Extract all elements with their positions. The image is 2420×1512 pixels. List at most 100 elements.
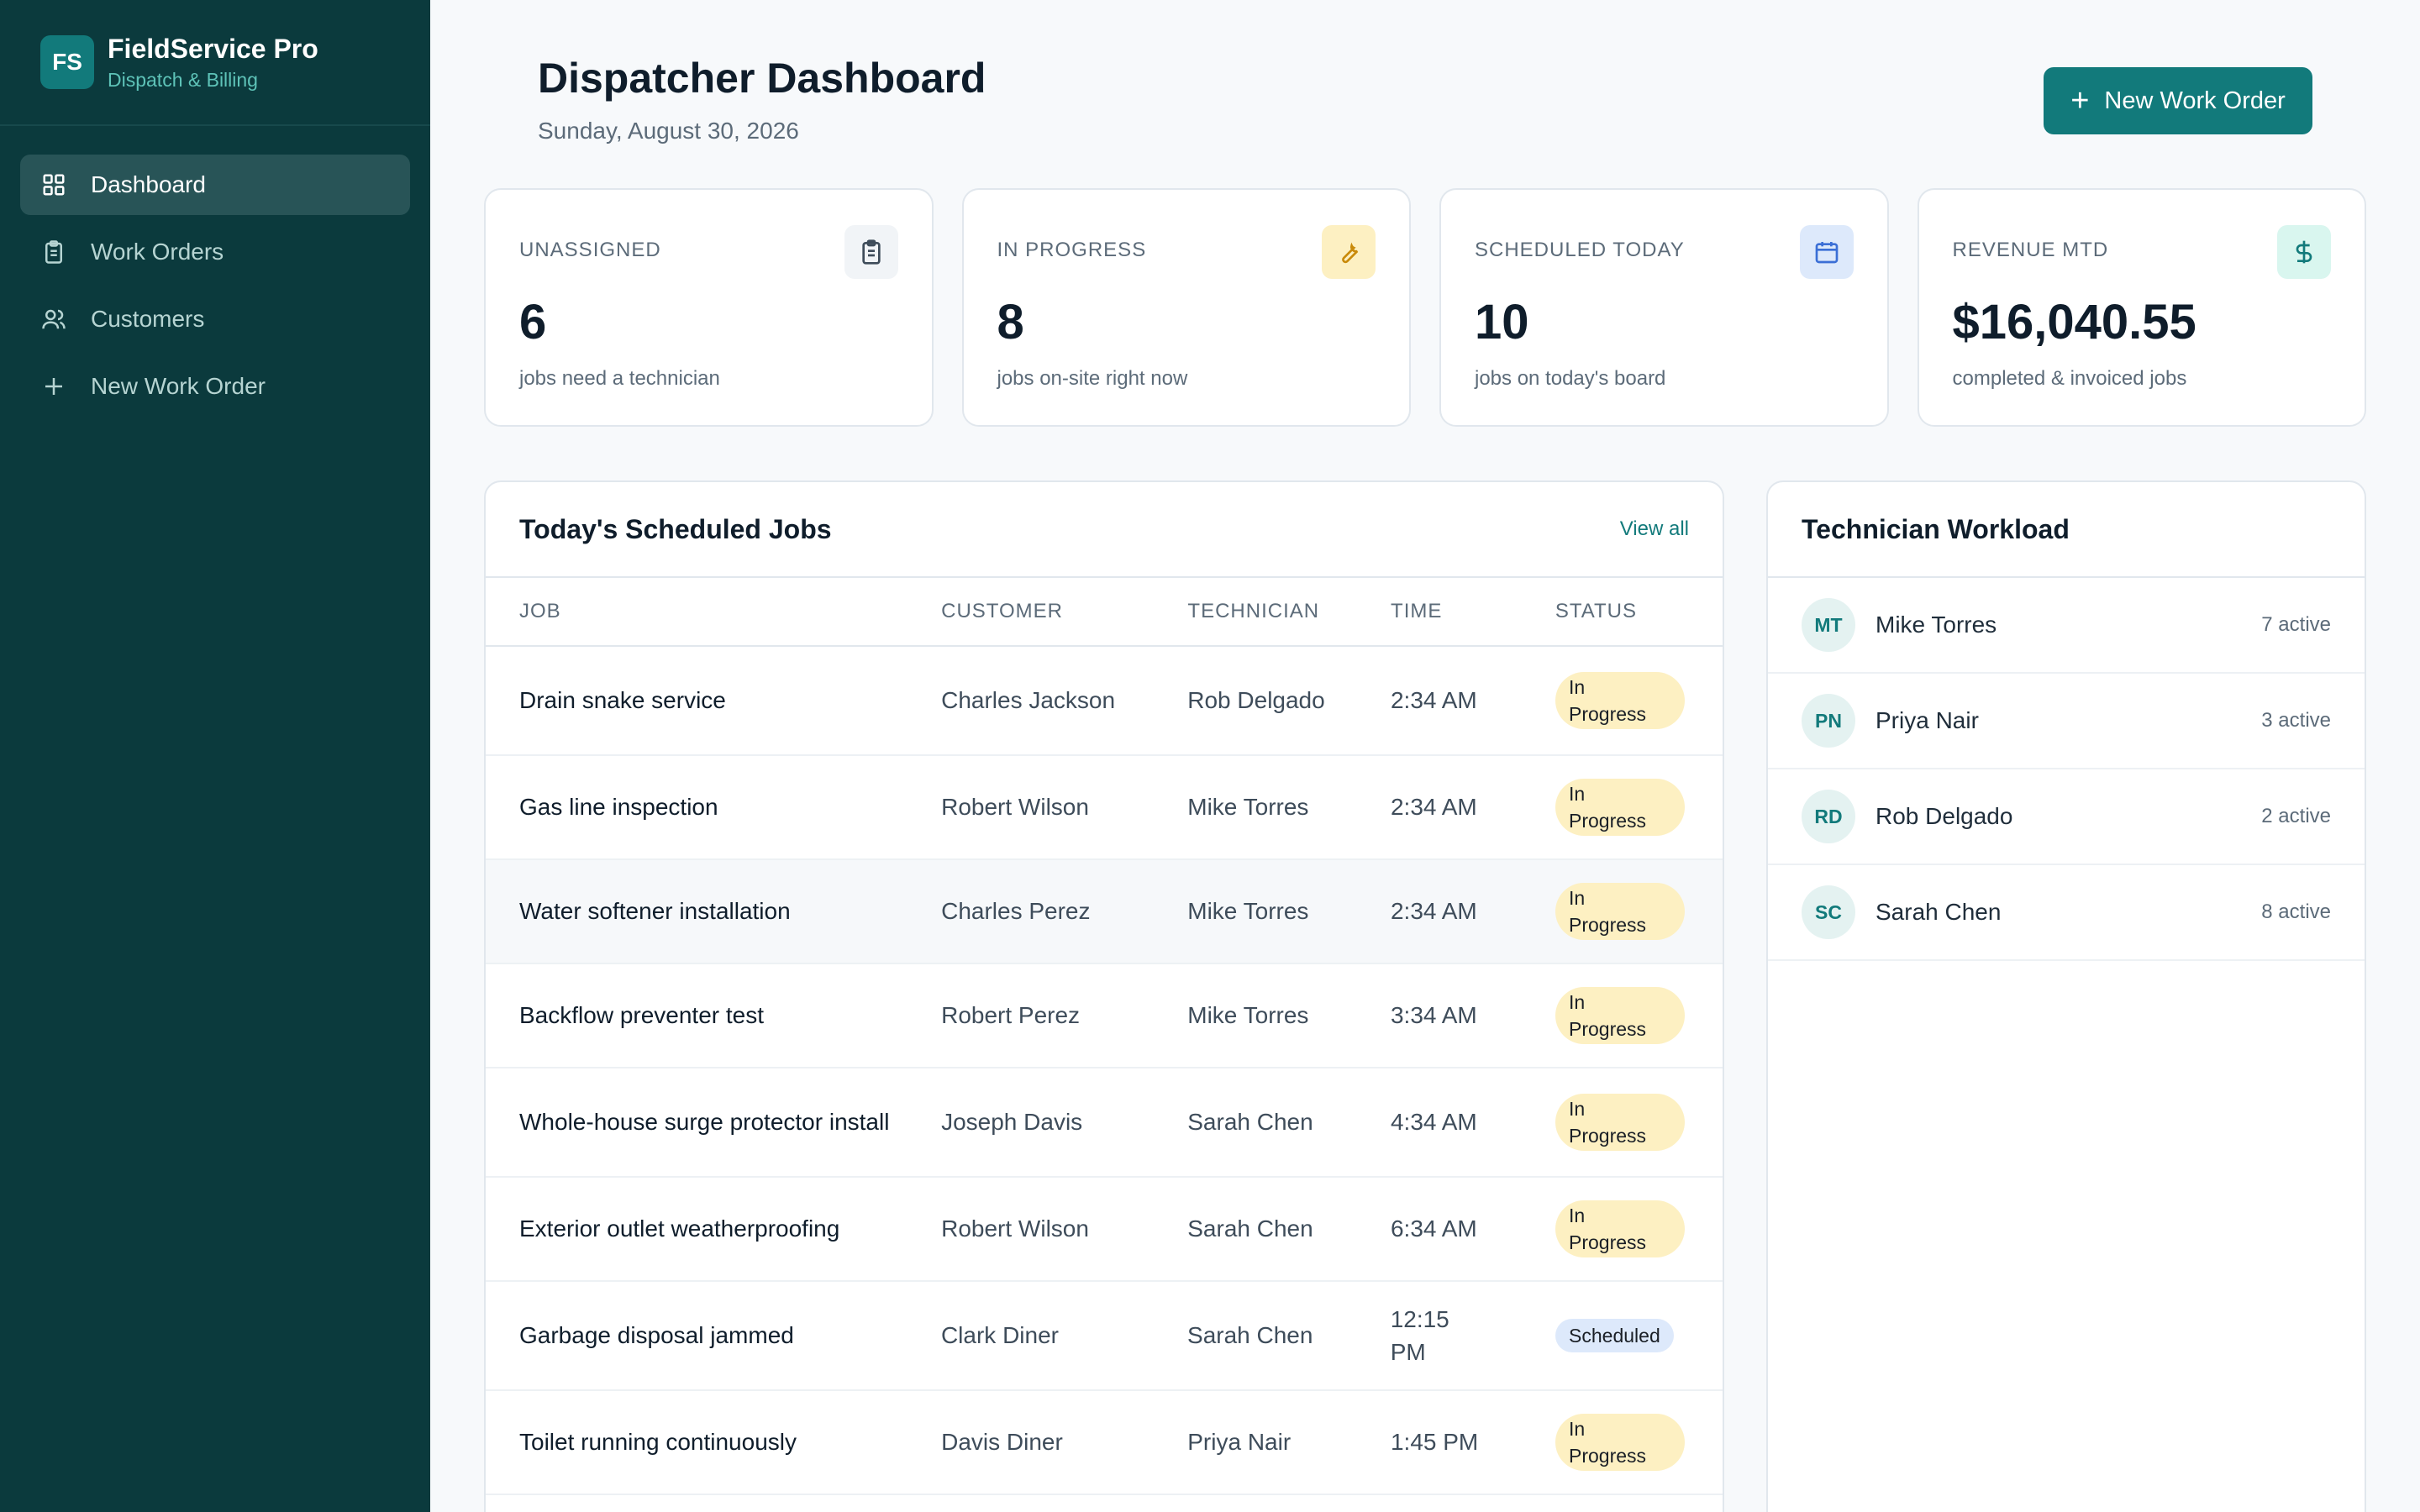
technician-name: Sarah Chen xyxy=(1187,1215,1313,1242)
table-row[interactable]: Exterior outlet weatherproofing Robert W… xyxy=(486,1178,1723,1282)
card-title: Technician Workload xyxy=(1802,513,2070,544)
customer-name: Charles Perez xyxy=(941,898,1091,925)
stat-card-unassigned[interactable]: UNASSIGNED 6 jobs need a technician xyxy=(484,188,934,427)
stat-subtext: completed & invoiced jobs xyxy=(1952,367,2187,390)
avatar: MT xyxy=(1802,598,1855,652)
technician-name: Rob Delgado xyxy=(1187,687,1325,714)
new-work-order-label: New Work Order xyxy=(2104,87,2286,114)
technician-row[interactable]: MT Mike Torres 7 active xyxy=(1768,578,2365,674)
stat-card-scheduled-today[interactable]: SCHEDULED TODAY 10 jobs on today's board xyxy=(1439,188,1889,427)
scheduled-jobs-card: Today's Scheduled Jobs View all JOB CUST… xyxy=(484,480,1724,1512)
column-header-status[interactable]: STATUS xyxy=(1555,600,1638,622)
table-header: JOB CUSTOMER TECHNICIAN TIME STATUS xyxy=(486,578,1723,647)
status-badge: In Progress xyxy=(1555,1093,1685,1152)
job-name: Drain snake service xyxy=(519,687,726,714)
page-header: Dispatcher Dashboard Sunday, August 30, … xyxy=(484,0,2366,188)
sidebar-item-dashboard[interactable]: Dashboard xyxy=(20,155,410,215)
status-badge: In Progress xyxy=(1555,671,1685,730)
status-badge: In Progress xyxy=(1555,986,1685,1045)
sidebar-item-work-orders[interactable]: Work Orders xyxy=(20,222,410,282)
plus-icon: + xyxy=(2070,83,2090,118)
technician-name: Sarah Chen xyxy=(1876,899,2002,925)
scheduled-jobs-header: Today's Scheduled Jobs View all xyxy=(486,482,1723,578)
sidebar-item-new-work-order[interactable]: New Work Order xyxy=(20,356,410,417)
table-row[interactable]: Gas line inspection Robert Wilson Mike T… xyxy=(486,756,1723,860)
stat-subtext: jobs on today's board xyxy=(1475,367,1666,390)
status-badge: In Progress xyxy=(1555,882,1685,941)
sidebar-item-customers[interactable]: Customers xyxy=(20,289,410,349)
table-row[interactable]: Water softener installation Charles Pere… xyxy=(486,860,1723,964)
job-time: 2:34 AM xyxy=(1390,794,1477,821)
job-time: 3:34 AM xyxy=(1390,1002,1477,1029)
plus-icon xyxy=(40,373,67,400)
column-header-customer[interactable]: CUSTOMER xyxy=(941,600,1064,622)
technician-workload-card: Technician Workload MT Mike Torres 7 act… xyxy=(1766,480,2366,1512)
stat-card-revenue-mtd[interactable]: REVENUE MTD $16,040.55 completed & invoi… xyxy=(1917,188,2366,427)
stat-value: $16,040.55 xyxy=(1952,295,2196,349)
job-name: Garbage disposal jammed xyxy=(519,1322,794,1349)
column-header-job[interactable]: JOB xyxy=(519,600,561,622)
active-count: 7 active xyxy=(2261,613,2331,636)
status-badge: In Progress xyxy=(1555,1200,1685,1258)
job-name: Toilet running continuously xyxy=(519,1429,797,1456)
stat-value: 10 xyxy=(1475,295,1529,349)
table-row[interactable]: Backflow preventer test Robert Perez Mik… xyxy=(486,964,1723,1068)
technician-row[interactable]: PN Priya Nair 3 active xyxy=(1768,674,2365,769)
column-header-time[interactable]: TIME xyxy=(1391,600,1443,622)
job-time: 1:45 PM xyxy=(1390,1429,1479,1456)
technician-row[interactable]: RD Rob Delgado 2 active xyxy=(1768,769,2365,865)
dollar-icon xyxy=(2277,225,2331,279)
technician-name: Mike Torres xyxy=(1187,898,1309,925)
technician-workload-header: Technician Workload xyxy=(1768,482,2365,578)
technician-name: Mike Torres xyxy=(1876,612,1997,638)
wrench-icon xyxy=(1322,225,1376,279)
job-name: Gas line inspection xyxy=(519,794,718,821)
customer-name: Joseph Davis xyxy=(941,1109,1083,1136)
avatar: SC xyxy=(1802,885,1855,939)
brand-title: FieldService Pro xyxy=(108,34,318,65)
stat-cards: UNASSIGNED 6 jobs need a technician IN P… xyxy=(484,188,2366,427)
sidebar-item-label: Work Orders xyxy=(91,239,224,265)
table-row[interactable]: Whole-house surge protector install Jose… xyxy=(486,1068,1723,1178)
clipboard-icon xyxy=(40,239,67,265)
sidebar-nav: Dashboard Work Orders Customers New Work… xyxy=(0,126,430,452)
technician-name: Mike Torres xyxy=(1187,1002,1309,1029)
stat-label: IN PROGRESS xyxy=(997,239,1147,261)
new-work-order-button[interactable]: + New Work Order xyxy=(2044,67,2312,134)
customer-name: Clark Diner xyxy=(940,1322,1059,1349)
page-date: Sunday, August 30, 2026 xyxy=(538,118,799,144)
main-content: Dispatcher Dashboard Sunday, August 30, … xyxy=(430,0,2420,1512)
technician-name: Sarah Chen xyxy=(1187,1109,1313,1136)
avatar: RD xyxy=(1802,790,1855,843)
customer-name: Robert Perez xyxy=(941,1002,1081,1029)
view-all-link[interactable]: View all xyxy=(1619,517,1689,540)
technician-name: Rob Delgado xyxy=(1876,803,2013,829)
status-badge: Scheduled xyxy=(1555,1318,1674,1353)
stat-subtext: jobs need a technician xyxy=(519,367,720,390)
calendar-icon xyxy=(1799,225,1854,279)
stat-value: 8 xyxy=(997,295,1024,349)
stat-label: REVENUE MTD xyxy=(1952,239,2109,261)
job-name: Whole-house surge protector install xyxy=(519,1109,890,1136)
technician-row[interactable]: SC Sarah Chen 8 active xyxy=(1768,865,2365,961)
customer-name: Charles Jackson xyxy=(941,687,1116,714)
table-row[interactable]: Drain snake service Charles Jackson Rob … xyxy=(486,647,1723,756)
stat-subtext: jobs on-site right now xyxy=(997,367,1188,390)
table-row[interactable]: Toilet running continuously Davis Diner … xyxy=(486,1391,1723,1495)
customer-name: Robert Wilson xyxy=(941,794,1089,821)
technician-name: Priya Nair xyxy=(1876,707,1979,733)
stat-card-in-progress[interactable]: IN PROGRESS 8 jobs on-site right now xyxy=(961,188,1411,427)
active-count: 8 active xyxy=(2261,900,2331,923)
job-time: 12:15 PM xyxy=(1390,1305,1449,1365)
sidebar-item-label: Customers xyxy=(91,306,205,332)
technician-name: Priya Nair xyxy=(1187,1429,1292,1456)
sidebar: FS FieldService Pro Dispatch & Billing D… xyxy=(0,0,430,1512)
column-header-technician[interactable]: TECHNICIAN xyxy=(1187,600,1320,622)
job-name: Backflow preventer test xyxy=(519,1002,765,1029)
brand: FS FieldService Pro Dispatch & Billing xyxy=(0,0,430,126)
status-badge: In Progress xyxy=(1555,778,1685,837)
customer-name: Davis Diner xyxy=(941,1429,1063,1456)
table-row[interactable]: Garbage disposal jammed Clark Diner Sara… xyxy=(486,1282,1723,1391)
status-badge: In Progress xyxy=(1555,1413,1685,1472)
page-title: Dispatcher Dashboard xyxy=(538,55,986,102)
